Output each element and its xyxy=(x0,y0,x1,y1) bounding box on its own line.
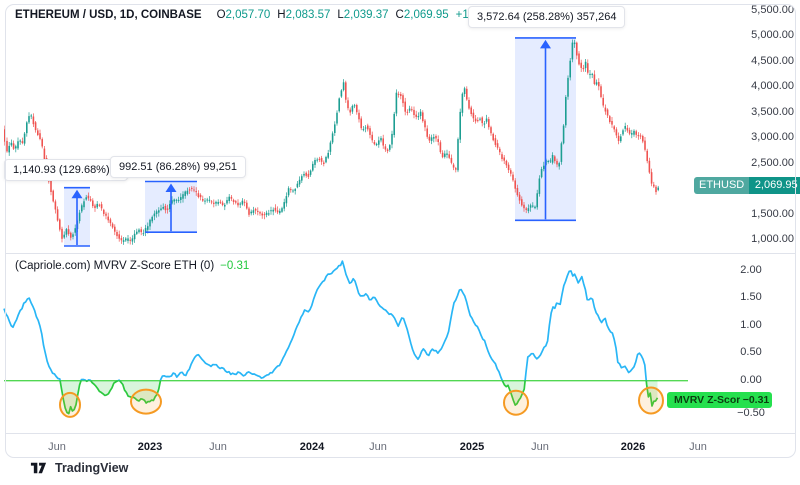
price-scale-label: 1,500.00 xyxy=(751,207,794,220)
time-axis-year-label[interactable]: 2026 xyxy=(620,441,646,453)
ohlc-key: L xyxy=(337,9,344,21)
measure-label: 1,140.93 (129.68%) 1 xyxy=(4,159,128,181)
indicator-scale-label: 0.50 xyxy=(740,346,762,359)
indicator-header[interactable]: (Capriole.com) MVRV Z-Score ETH (0) −0.31 xyxy=(15,260,249,272)
ohlc-value: 2,039.37 xyxy=(343,9,389,21)
badge-price: 2,069.95 xyxy=(749,177,800,194)
ohlc-values: O2,057.70 H2,083.57 L2,039.37 C2,069.95 xyxy=(210,9,449,21)
ohlc-value: 2,069.95 xyxy=(403,9,449,21)
indicator-scale-label: 1.00 xyxy=(740,318,762,331)
price-scale-label: 4,500.00 xyxy=(751,54,794,67)
price-scale-label: 3,000.00 xyxy=(751,131,794,144)
time-axis-year-label[interactable]: 2023 xyxy=(137,441,163,453)
price-scale-label: 5,000.00 xyxy=(751,29,794,42)
price-scale-label: 4,000.00 xyxy=(751,80,794,93)
attribution[interactable]: TradingView xyxy=(28,461,128,475)
tradingview-logo-icon[interactable] xyxy=(28,461,49,475)
attribution-text[interactable]: TradingView xyxy=(55,461,129,475)
indicator-scale-label: −0.50 xyxy=(737,407,765,420)
badge-symbol: ETHUSD xyxy=(694,177,750,194)
symbol-title[interactable]: ETHEREUM / USD, 1D, COINBASE xyxy=(15,9,202,21)
time-axis-year-label[interactable]: 2025 xyxy=(459,441,485,453)
indicator-value: −0.31 xyxy=(220,260,250,272)
indicator-scale-label: 1.50 xyxy=(740,291,762,304)
candlestick-chart-pane[interactable] xyxy=(0,0,695,253)
time-axis-month-label[interactable]: Jun xyxy=(48,441,66,453)
ohlc-key: O xyxy=(216,9,226,21)
last-price-badge: ETHUSD 2,069.95 xyxy=(694,177,800,194)
time-axis-month-label[interactable]: Jun xyxy=(689,441,707,453)
price-scale-label: 2,500.00 xyxy=(751,156,794,169)
indicator-scale-label: 2.00 xyxy=(740,263,762,276)
time-axis-month-label[interactable]: Jun xyxy=(369,441,387,453)
mvrv-badge-value: −0.31 xyxy=(740,392,772,408)
symbol-header[interactable]: ETHEREUM / USD, 1D, COINBASE O2,057.70 H2,… xyxy=(15,9,541,21)
time-axis-month-label[interactable]: Jun xyxy=(209,441,227,453)
time-axis-year-label[interactable]: 2024 xyxy=(299,441,325,453)
measure-label: 992.51 (86.28%) 99,251 xyxy=(110,156,247,178)
mvrv-badge-label: MVRV Z-Score xyxy=(667,392,754,408)
panel-separator[interactable] xyxy=(5,253,795,254)
price-scale-label: 3,500.00 xyxy=(751,105,794,118)
ohlc-value: 2,083.57 xyxy=(285,9,331,21)
ohlc-key: C xyxy=(395,9,404,21)
time-axis-month-label[interactable]: Jun xyxy=(531,441,549,453)
mvrv-zscore-pane[interactable] xyxy=(0,253,695,433)
measure-label: 3,572.64 (258.28%) 357,264 xyxy=(468,6,626,28)
indicator-title[interactable]: (Capriole.com) MVRV Z-Score ETH (0) xyxy=(15,260,215,272)
indicator-scale-label: 0.00 xyxy=(740,373,762,386)
time-axis[interactable]: Jun 2023 Jun 2024 Jun 2025 Jun 2026 Jun xyxy=(5,433,795,458)
price-scale-label: 1,000.00 xyxy=(751,233,794,246)
ohlc-key: H xyxy=(277,9,286,21)
price-scale-label: 5,500.00 xyxy=(751,3,794,16)
ohlc-value: 2,057.70 xyxy=(225,9,271,21)
